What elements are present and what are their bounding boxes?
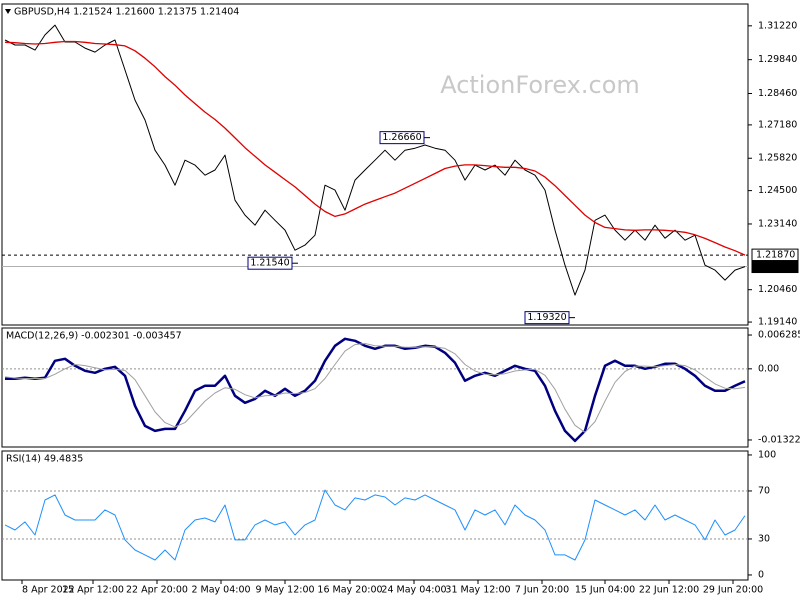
y-tick-label: 1.20460 [758, 284, 797, 295]
y-tick-label: 0 [758, 569, 764, 580]
x-tick-label: 29 Jun 20:00 [703, 585, 763, 596]
y-tick-label: 0.006285 [758, 330, 800, 341]
panel-frame [1, 3, 749, 326]
x-tick-label: 31 May 12:00 [445, 585, 510, 596]
y-tick-label: 1.31220 [758, 20, 797, 31]
y-tick-label: 1.23140 [758, 218, 797, 229]
x-tick-label: 7 Jun 20:00 [515, 585, 569, 596]
series-line [4, 40, 746, 256]
y-tick-label: 1.25820 [758, 153, 797, 164]
y-tick-label: 1.24500 [758, 185, 797, 196]
panel-frame [1, 327, 749, 448]
y-tick-label: 1.19140 [758, 317, 797, 328]
y-tick-label: 1.27180 [758, 119, 797, 130]
x-tick-label: 8 Apr 2022 [22, 585, 75, 596]
x-tick-label: 22 Apr 20:00 [126, 585, 188, 596]
panel-title: GBPUSD,H4 1.21524 1.21600 1.21375 1.2140… [14, 7, 239, 18]
price-label: 1.21404 [756, 261, 795, 272]
x-tick-label: 24 May 04:00 [381, 585, 446, 596]
y-tick-label: 100 [758, 449, 776, 460]
annotation-label: 1.21540 [250, 258, 289, 269]
x-tick-label: 15 Apr 12:00 [62, 585, 124, 596]
annotation-box [247, 256, 293, 270]
panel-title: RSI(14) 49.4835 [6, 454, 83, 465]
series-line [5, 337, 746, 443]
x-tick-label: 15 Jun 04:00 [575, 585, 635, 596]
y-tick-label: -0.013223 [758, 434, 800, 445]
panel-title: MACD(12,26,9) -0.002301 -0.003457 [6, 331, 182, 342]
series-line [4, 24, 746, 296]
x-tick-label: 16 May 20:00 [317, 585, 382, 596]
y-tick-label: 1.29840 [758, 54, 797, 65]
series-line [4, 489, 746, 561]
x-tick-label: 22 Jun 12:00 [639, 585, 699, 596]
x-tick-label: 9 May 12:00 [255, 585, 314, 596]
y-tick-label: 70 [758, 485, 770, 496]
y-tick-label: 1.28460 [758, 88, 797, 99]
annotation-box [524, 311, 570, 325]
y-tick-label: 30 [758, 533, 770, 544]
panel-frame [1, 450, 749, 581]
series-line [4, 343, 746, 433]
annotation-label: 1.19320 [527, 312, 566, 323]
x-tick-label: 2 May 04:00 [191, 585, 250, 596]
annotation-box [379, 131, 425, 145]
y-tick-label: 0.00 [758, 363, 779, 374]
annotation-label: 1.26660 [382, 132, 421, 143]
watermark: ActionForex.com [440, 71, 640, 99]
menu-arrow [5, 9, 11, 14]
price-label: 1.21870 [756, 250, 795, 261]
price-label-box [751, 260, 799, 274]
